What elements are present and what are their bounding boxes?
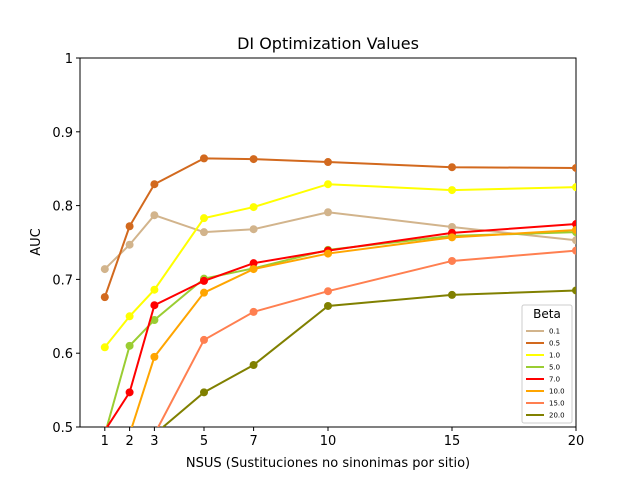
series-line [104,211,576,270]
x-axis-label: NSUS (Sustituciones no sinonimas por sit… [186,456,470,471]
series-line [161,289,576,427]
x-tick-label: 3 [150,434,158,449]
legend-label: 0.1 [549,328,560,336]
legend-title: Beta [533,307,561,321]
data-point [200,228,208,237]
legend-label: 10.0 [549,388,565,396]
data-point [200,276,208,285]
data-point [324,158,332,167]
series-line [157,249,576,427]
data-point [572,163,576,172]
x-tick-label: 5 [200,434,208,449]
x-tick-label: 2 [125,434,133,449]
data-point [324,287,332,296]
data-point [572,183,576,192]
data-point [200,214,208,223]
data-point [572,286,576,295]
legend-label: 0.5 [549,340,560,348]
data-point [200,288,208,297]
data-point [150,315,159,324]
data-point [448,290,456,299]
series-line [105,231,576,427]
data-point [125,388,134,397]
data-point [448,186,456,195]
x-tick-label: 7 [249,434,257,449]
data-point [448,256,456,265]
data-point [150,285,159,294]
data-point [448,233,456,242]
y-tick-label: 0.6 [52,347,73,362]
y-tick-label: 0.7 [52,273,73,288]
data-point [324,180,332,189]
data-point [103,426,107,427]
series-line [103,157,576,298]
data-point [249,361,258,370]
data-point [324,249,332,258]
data-point [100,265,109,274]
data-point [249,155,258,164]
data-point [125,222,134,231]
series-line [104,183,576,348]
data-point [125,312,134,321]
data-point [100,293,109,302]
legend-box [521,304,573,424]
data-point [249,265,258,274]
data-point [249,225,258,234]
y-tick-label: 0.5 [52,421,73,436]
legend: Beta 0.1 0.5 1.0 5.0 7.0 10.0 15.0 20.0 [521,304,573,424]
data-point [572,220,576,229]
data-point [448,163,456,172]
data-point [572,225,576,234]
y-tick-label: 1 [65,52,73,67]
plot-frame [79,57,577,428]
x-tick-label: 1 [101,434,109,449]
data-point [200,388,208,397]
data-point [572,236,576,245]
data-point [200,335,208,344]
x-tick-label: 10 [320,434,337,449]
series-line [130,228,576,427]
legend-label: 20.0 [549,412,565,420]
data-point [324,208,332,217]
data-point [249,259,258,268]
x-tick-label: 20 [568,434,585,449]
legend-label: 5.0 [549,364,560,372]
data-point [125,341,134,350]
data-point [249,307,258,316]
data-point [324,301,332,310]
y-tick-label: 0.8 [52,200,73,215]
y-axis-label: AUC [29,228,44,256]
plot-area [100,154,576,427]
data-point [100,343,109,352]
data-point [200,154,208,163]
legend-label: 15.0 [549,400,565,408]
data-point [125,240,134,249]
legend-label: 7.0 [549,376,560,384]
data-point [572,246,576,255]
x-tick-label: 15 [444,434,461,449]
data-point [150,211,159,220]
data-point [150,352,159,361]
data-point [150,301,159,310]
chart-title: DI Optimization Values [237,34,419,53]
data-point [150,180,159,189]
data-point [249,203,258,212]
series-line [105,223,576,427]
y-tick-label: 0.9 [52,126,73,141]
data-point [448,223,456,232]
legend-label: 1.0 [549,352,560,360]
